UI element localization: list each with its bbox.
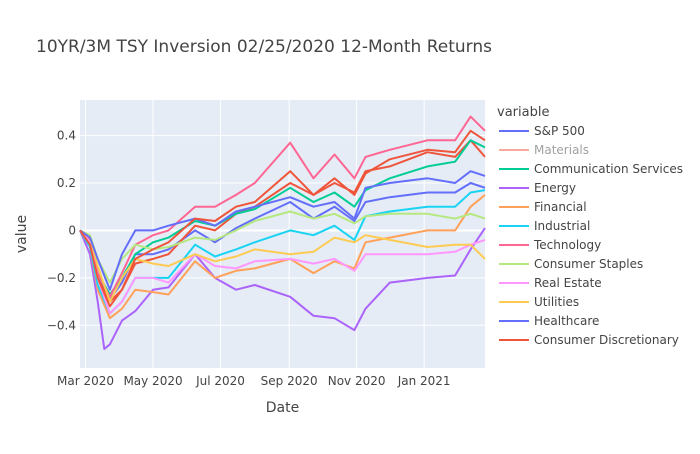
legend-item[interactable]: Consumer Discretionary [499, 333, 679, 347]
y-tick-label: 0.4 [57, 129, 76, 143]
legend-label: Real Estate [534, 276, 602, 290]
legend-item[interactable]: Industrial [499, 219, 590, 233]
series-line-energy [79, 227, 486, 350]
x-tick-label: Jul 2020 [195, 374, 245, 388]
series-line-real-estate [79, 229, 486, 315]
y-tick-label: 0.2 [57, 176, 76, 190]
series-line-financial [79, 194, 486, 320]
chart-title: 10YR/3M TSY Inversion 02/25/2020 12-Mont… [36, 37, 492, 57]
legend-label: Healthcare [534, 314, 599, 328]
legend-label: Consumer Discretionary [534, 333, 679, 347]
legend-item[interactable]: Energy [499, 181, 576, 195]
x-tick-label: Nov 2020 [328, 374, 386, 388]
legend-label: Consumer Staples [534, 257, 643, 271]
legend-item[interactable]: S&P 500 [499, 124, 585, 138]
series-line-healthcare [79, 170, 486, 291]
series-line-consumer-discretionary [79, 129, 486, 308]
legend-label: S&P 500 [534, 124, 585, 138]
legend-label: Financial [534, 200, 587, 214]
y-tick-label: 0 [68, 223, 76, 237]
legend-item[interactable]: Utilities [499, 295, 579, 309]
legend-label: Industrial [534, 219, 590, 233]
legend-label: Materials [534, 143, 589, 157]
legend-label: Technology [533, 238, 601, 252]
legend-item[interactable]: Financial [499, 200, 587, 214]
x-axis-title: Date [266, 400, 299, 416]
series-line-utilities [79, 229, 486, 303]
legend-item[interactable]: Communication Services [499, 162, 683, 176]
legend-item[interactable]: Materials [499, 143, 589, 157]
y-tick-label: −0.2 [47, 271, 76, 285]
y-axis-title: value [14, 215, 30, 253]
legend[interactable]: variable S&P 500 Materials Communication S… [497, 105, 683, 347]
series-line-technology [79, 115, 486, 298]
legend-label: Communication Services [534, 162, 683, 176]
series-lines [79, 115, 486, 350]
legend-item[interactable]: Consumer Staples [499, 257, 643, 271]
legend-item[interactable]: Technology [499, 238, 601, 252]
legend-item[interactable]: Real Estate [499, 276, 602, 290]
legend-item[interactable]: Healthcare [499, 314, 599, 328]
legend-title: variable [497, 105, 549, 120]
y-tick-label: −0.4 [47, 318, 76, 332]
x-tick-label: Sep 2020 [261, 374, 318, 388]
series-line-materials [79, 139, 486, 303]
x-tick-label: Mar 2020 [57, 374, 114, 388]
x-tick-label: May 2020 [123, 374, 182, 388]
legend-label: Utilities [534, 295, 579, 309]
x-tick-label: Jan 2021 [397, 374, 451, 388]
y-axis-ticks: −0.4 −0.2 0 0.2 0.4 [47, 129, 76, 333]
x-axis-ticks: Mar 2020 May 2020 Jul 2020 Sep 2020 Nov 2020… [57, 374, 451, 388]
legend-label: Energy [534, 181, 576, 195]
